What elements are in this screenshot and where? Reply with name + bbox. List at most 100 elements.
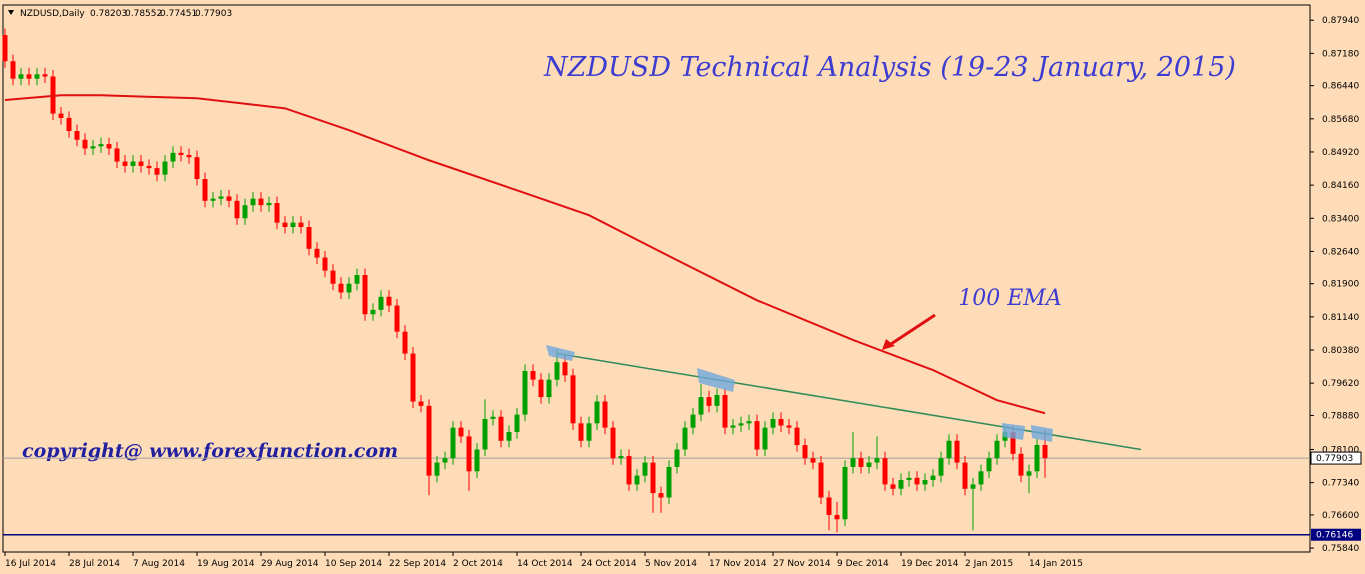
- candle-body: [354, 274, 360, 284]
- candle-body: [562, 362, 568, 376]
- ema-label: 100 EMA: [958, 286, 1061, 311]
- candle-body: [426, 405, 432, 476]
- annotation-arrow: [887, 313, 936, 348]
- candle-body: [722, 394, 728, 428]
- candle-body: [850, 458, 856, 467]
- candle-body: [738, 423, 744, 426]
- candle-body: [530, 370, 536, 380]
- x-tick-label: 19 Dec 2014: [901, 559, 959, 569]
- x-tick-label: 14 Oct 2014: [517, 559, 573, 569]
- candle-body: [114, 148, 120, 162]
- x-tick-label: 2 Jan 2015: [965, 559, 1013, 569]
- candle-body: [522, 370, 528, 415]
- y-tick-label: 0.78100: [1322, 445, 1359, 455]
- candle-body: [482, 418, 488, 450]
- y-tick-label: 0.85680: [1322, 115, 1359, 125]
- price-tag-label: 0.77903: [1316, 454, 1353, 464]
- candle-body: [10, 61, 16, 79]
- candle-body: [730, 425, 736, 428]
- candle-body: [186, 155, 192, 158]
- candle-body: [962, 462, 968, 489]
- candle-body: [338, 283, 344, 293]
- candle-body: [794, 427, 800, 446]
- candle-body: [250, 198, 256, 206]
- candle-body: [66, 117, 72, 132]
- candle-body: [146, 165, 152, 169]
- candle-body: [226, 196, 232, 201]
- candle-body: [762, 427, 768, 450]
- candle-body: [58, 113, 64, 118]
- candle-body: [818, 462, 824, 498]
- candle-body: [898, 480, 904, 489]
- candle-body: [322, 257, 328, 271]
- candle-body: [314, 248, 320, 258]
- x-tick-label: 14 Jan 2015: [1029, 559, 1083, 569]
- candle-body: [82, 139, 88, 149]
- y-tick-label: 0.81140: [1322, 313, 1359, 323]
- candle-body: [802, 445, 808, 459]
- watermark: copyright@ www.forexfunction.com: [22, 440, 398, 462]
- candle-body: [690, 414, 696, 428]
- candle-body: [706, 397, 712, 406]
- candle-body: [1018, 453, 1024, 476]
- price-tag-label: 0.76146: [1316, 531, 1353, 541]
- candle-body: [162, 161, 168, 175]
- candle-body: [130, 161, 136, 166]
- candle-body: [906, 477, 912, 481]
- candle-body: [290, 222, 296, 227]
- candle-body: [754, 421, 760, 450]
- candle-body: [1010, 432, 1016, 454]
- y-tick-label: 0.75840: [1322, 544, 1359, 554]
- y-tick-label: 0.80380: [1322, 346, 1359, 356]
- candle-body: [586, 423, 592, 441]
- candle-body: [714, 394, 720, 406]
- x-tick-label: 17 Nov 2014: [709, 559, 767, 569]
- candle-body: [346, 283, 352, 293]
- candle-body: [42, 74, 48, 77]
- candle-body: [930, 475, 936, 481]
- candle-body: [474, 449, 480, 472]
- plot-frame: [2, 4, 1311, 553]
- candle-body: [266, 203, 272, 206]
- candle-body: [890, 484, 896, 489]
- symbol-label: NZDUSD,Daily: [20, 9, 85, 19]
- candle-body: [194, 157, 200, 180]
- candle-body: [2, 35, 8, 62]
- candle-body: [362, 274, 368, 315]
- candle-body: [1034, 444, 1040, 472]
- y-tick-label: 0.86440: [1322, 82, 1359, 92]
- x-tick-label: 7 Aug 2014: [133, 559, 185, 569]
- candle-body: [202, 179, 208, 201]
- highlight: [546, 345, 575, 361]
- y-tick-label: 0.87940: [1322, 16, 1359, 26]
- candle-body: [658, 493, 664, 498]
- candle-body: [538, 379, 544, 398]
- candle-body: [506, 432, 512, 441]
- candle-body: [970, 484, 976, 489]
- candle-body: [242, 205, 248, 219]
- candle-body: [1042, 444, 1048, 459]
- candle-body: [106, 144, 112, 149]
- candle-body: [922, 480, 928, 485]
- menu-arrow: [8, 10, 14, 15]
- candle-body: [466, 436, 472, 472]
- candle-body: [18, 74, 24, 79]
- candle-body: [122, 161, 128, 166]
- y-tick-label: 0.79620: [1322, 379, 1359, 389]
- ema-line: [4, 94, 1046, 415]
- x-tick-label: 19 Aug 2014: [197, 559, 255, 569]
- y-tick-label: 0.76600: [1322, 511, 1359, 521]
- candle-body: [570, 375, 576, 424]
- candle-body: [618, 456, 624, 459]
- candle-body: [770, 418, 776, 428]
- candle-body: [402, 331, 408, 354]
- candle-body: [434, 462, 440, 476]
- candle-body: [138, 161, 144, 166]
- candle-body: [674, 449, 680, 467]
- candle-body: [210, 198, 216, 201]
- candle-body: [682, 427, 688, 450]
- y-tick-label: 0.82640: [1322, 247, 1359, 257]
- annotation-arrowhead: [882, 339, 895, 350]
- highlights: [546, 345, 1053, 442]
